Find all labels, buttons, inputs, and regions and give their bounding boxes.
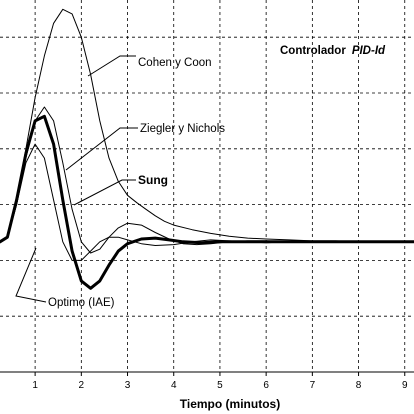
callout-line-sung — [73, 179, 136, 206]
x-tick-label: 7 — [310, 380, 316, 391]
chart-title-prefix: Controlador — [280, 45, 346, 57]
label-sung: Sung — [138, 173, 168, 187]
x-tick-label: 2 — [79, 380, 85, 391]
label-optimo-iae: Optimo (IAE) — [48, 297, 115, 309]
series-lines — [0, 8, 414, 290]
x-ticks: 1 2 3 4 5 6 7 8 9 — [32, 372, 408, 391]
callout-line-cohen — [87, 55, 136, 77]
x-tick-label: 1 — [32, 380, 38, 391]
chart-title-emph: PID-Id — [352, 45, 386, 57]
callout-line-optimo — [15, 247, 47, 303]
x-tick-label: 5 — [217, 380, 223, 391]
label-ziegler-y-nichols: Ziegler y Nichols — [140, 123, 225, 135]
series-line-cohen-y-coon — [0, 8, 414, 243]
series-line-optimo-iae — [0, 143, 414, 261]
x-tick-label: 3 — [125, 380, 131, 391]
x-tick-label: 8 — [356, 380, 362, 391]
x-axis-title: Tiempo (minutos) — [180, 397, 280, 411]
series-line-sung — [0, 114, 414, 290]
x-tick-label: 6 — [263, 380, 269, 391]
series-callouts — [15, 55, 138, 303]
chart-title: Controlador PID-Id — [280, 45, 386, 57]
chart-grid — [0, 0, 414, 372]
x-tick-label: 9 — [402, 380, 408, 391]
callout-line-ziegler — [65, 127, 138, 171]
series-labels: Cohen y Coon Ziegler y Nichols Sung Opti… — [48, 57, 225, 309]
x-tick-label: 4 — [171, 380, 177, 391]
label-cohen-y-coon: Cohen y Coon — [138, 57, 212, 69]
